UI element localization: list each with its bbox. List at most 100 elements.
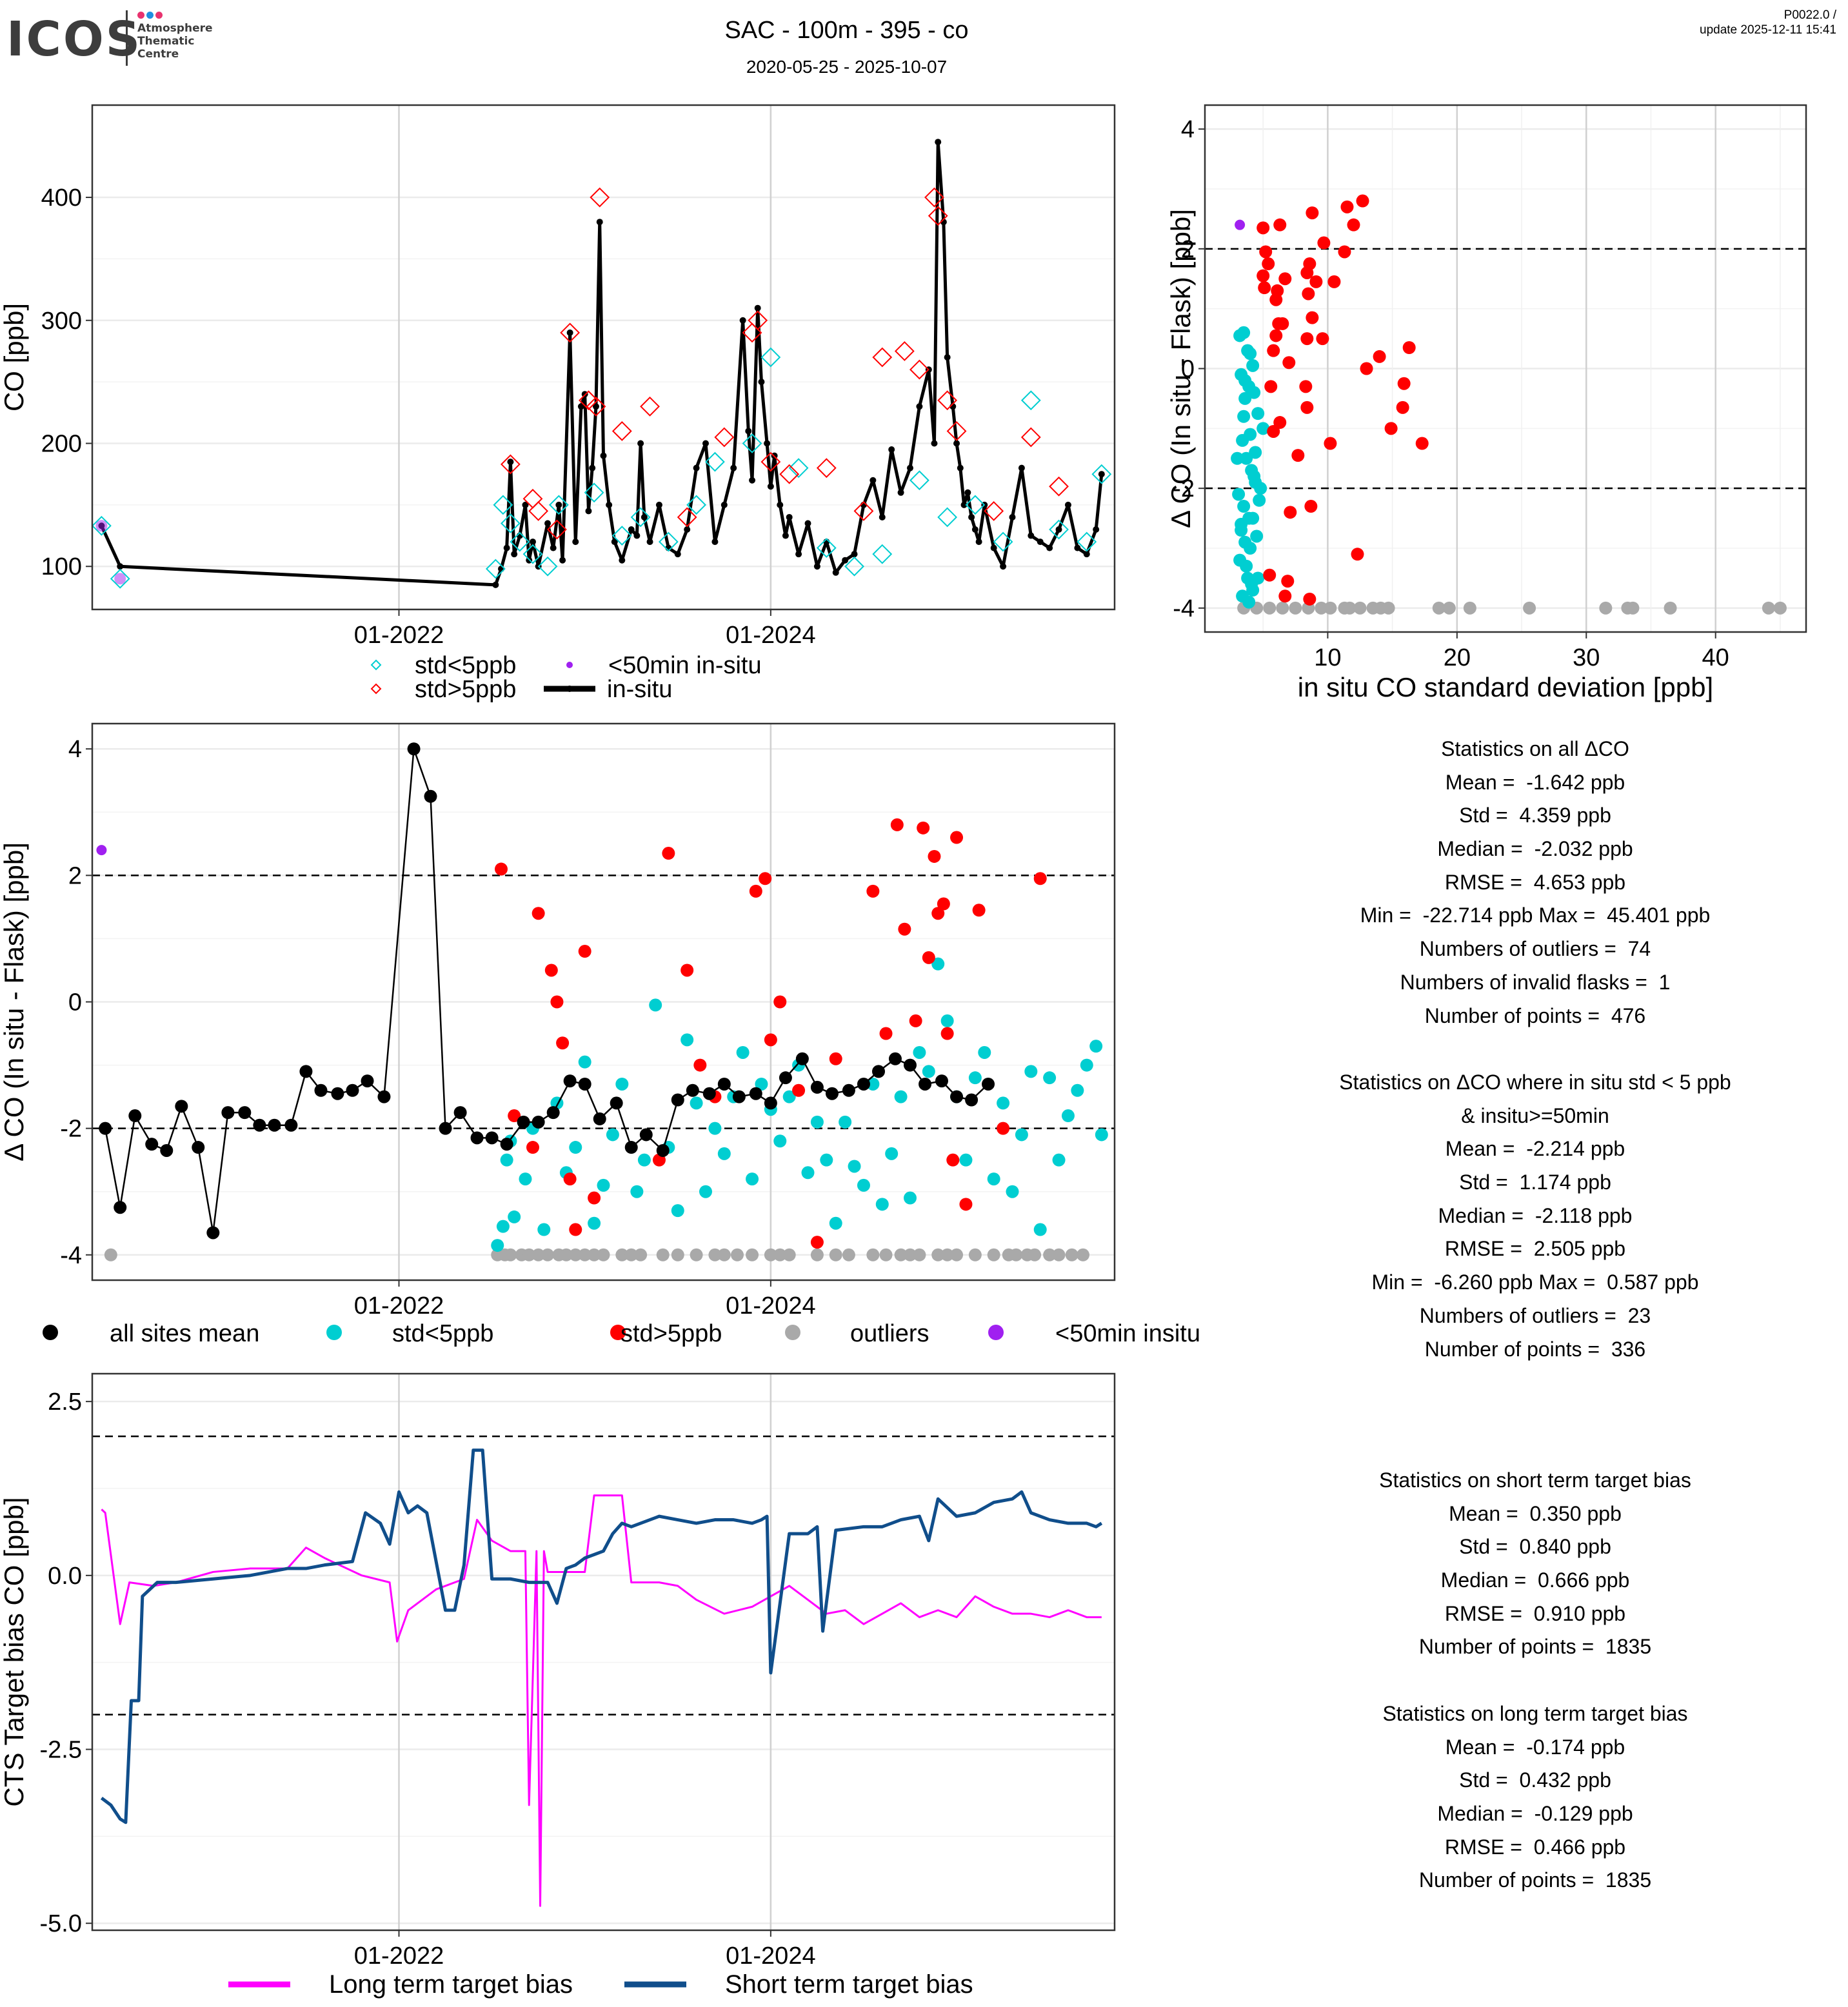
stats-line: RMSE = 4.653 ppb bbox=[1444, 870, 1626, 894]
outlier-point bbox=[1315, 601, 1328, 615]
mean-point bbox=[639, 1128, 653, 1142]
stats-all-delta: Statistics on all ΔCO Mean = -1.642 ppb St… bbox=[1251, 733, 1819, 1033]
outlier-point bbox=[522, 1248, 536, 1261]
stats-line: Mean = -1.642 ppb bbox=[1445, 770, 1625, 794]
std-gt5-point bbox=[1324, 437, 1337, 450]
stats-heading: Statistics on long term target bias bbox=[1382, 1702, 1688, 1725]
mean-point bbox=[299, 1065, 313, 1078]
mean-point bbox=[965, 1093, 979, 1107]
legend-dot-icon bbox=[326, 1325, 342, 1340]
mean-point bbox=[825, 1087, 839, 1100]
std-gt5-point bbox=[1284, 506, 1297, 519]
in-situ-point bbox=[960, 501, 968, 508]
mean-point bbox=[145, 1138, 159, 1151]
chart-timeseries-border bbox=[91, 104, 1116, 611]
outlier-point bbox=[1463, 601, 1476, 615]
series-long-term-bias-line bbox=[101, 1494, 1102, 1907]
std-gt5-point bbox=[544, 964, 558, 977]
in-situ-point bbox=[498, 566, 504, 573]
outlier-point bbox=[1043, 1248, 1057, 1261]
legend-label: <50min insitu bbox=[1055, 1320, 1200, 1347]
in-situ-point bbox=[1093, 526, 1100, 533]
std-lt5-point bbox=[1033, 1223, 1047, 1236]
std-lt5-point bbox=[1244, 347, 1257, 361]
std-lt5-point bbox=[820, 1153, 833, 1167]
mean-point bbox=[624, 1141, 638, 1154]
std-gt5-point bbox=[909, 1014, 922, 1027]
x-tick-label: 10 bbox=[1314, 644, 1341, 671]
mean-point bbox=[593, 1112, 606, 1125]
std-lt5-marker bbox=[658, 531, 679, 552]
std-gt5-point bbox=[764, 1033, 777, 1047]
std-gt5-point bbox=[866, 884, 880, 898]
std-lt5-point bbox=[885, 1147, 899, 1160]
std-gt5-point bbox=[1415, 437, 1429, 450]
std-gt5-marker bbox=[586, 396, 606, 417]
std-gt5-marker bbox=[872, 347, 893, 368]
std-lt5-point bbox=[866, 1077, 880, 1091]
std-lt5-point bbox=[736, 1045, 750, 1059]
in-situ-point bbox=[637, 440, 644, 447]
outlier-point bbox=[1343, 601, 1356, 615]
std-lt5-point bbox=[755, 1077, 768, 1091]
std-lt5-point bbox=[1231, 451, 1244, 465]
std-lt5-point bbox=[1015, 1128, 1028, 1142]
in-situ-point bbox=[1009, 513, 1016, 520]
std-lt5-point bbox=[773, 1134, 787, 1148]
in-situ-point bbox=[507, 459, 514, 466]
std-lt5-marker bbox=[584, 482, 604, 503]
std-lt5-point bbox=[1024, 1065, 1038, 1078]
std-lt5-point bbox=[500, 1153, 513, 1167]
std-lt5-marker bbox=[788, 458, 809, 479]
std-lt5-point bbox=[1043, 1071, 1057, 1085]
std-gt5-marker bbox=[928, 206, 948, 226]
std-lt5-point bbox=[904, 1191, 917, 1205]
stats-line: Numbers of outliers = 23 bbox=[1419, 1303, 1651, 1327]
outlier-point bbox=[904, 1248, 917, 1261]
in-situ-point bbox=[600, 452, 607, 459]
std-lt5-point bbox=[1237, 410, 1251, 423]
stats-line: RMSE = 2.505 ppb bbox=[1444, 1237, 1626, 1261]
stats-line: Number of points = 476 bbox=[1424, 1004, 1646, 1027]
mean-point bbox=[810, 1080, 824, 1094]
y-tick-label: 4 bbox=[68, 736, 82, 763]
std-gt5-point bbox=[1303, 257, 1316, 271]
std-gt5-point bbox=[1273, 416, 1287, 430]
std-lt5-point bbox=[637, 1153, 651, 1167]
outlier-point bbox=[1599, 601, 1613, 615]
std-gt5-point bbox=[1291, 449, 1305, 462]
std-gt5-marker bbox=[611, 421, 632, 441]
logo-subtitle-line: Centre bbox=[137, 48, 179, 61]
outlier-point bbox=[624, 1248, 638, 1261]
in-situ-point bbox=[758, 379, 765, 386]
mean-point bbox=[453, 1106, 467, 1120]
in-situ-point bbox=[804, 520, 811, 527]
in-situ-point bbox=[1037, 539, 1044, 546]
icos-logo: ICOS bbox=[6, 12, 143, 67]
mean-point bbox=[517, 1115, 530, 1129]
series-short-term-bias-line bbox=[100, 1448, 1103, 1824]
mean-point bbox=[563, 1074, 577, 1088]
std-lt5-point bbox=[681, 1033, 694, 1047]
std-lt5-point bbox=[1244, 428, 1257, 441]
std-gt5-point bbox=[1281, 575, 1295, 588]
std-gt5-point bbox=[1273, 218, 1287, 232]
std-lt5-point bbox=[1247, 470, 1261, 483]
std-gt5-point bbox=[569, 1223, 582, 1236]
std-gt5-point bbox=[810, 1236, 824, 1249]
y-axis-label: Δ CO (In situ - Flask) [ppb] bbox=[0, 842, 29, 1162]
outlier-point bbox=[1009, 1248, 1023, 1261]
in-situ-point bbox=[1046, 544, 1053, 551]
in-situ-point bbox=[975, 539, 982, 546]
y-tick-label: 0.0 bbox=[48, 1563, 82, 1590]
std-gt5-point bbox=[1347, 218, 1360, 232]
outlier-point bbox=[746, 1248, 759, 1261]
mean-point bbox=[238, 1106, 252, 1120]
legend-label: std<5ppb bbox=[392, 1320, 493, 1347]
std-gt5-point bbox=[928, 849, 941, 863]
in-situ-point bbox=[655, 501, 662, 508]
y-tick-label: 2.5 bbox=[48, 1389, 82, 1416]
in-situ-point bbox=[550, 544, 557, 551]
std-gt5-point bbox=[1267, 424, 1280, 438]
in-situ-point bbox=[1000, 563, 1007, 570]
